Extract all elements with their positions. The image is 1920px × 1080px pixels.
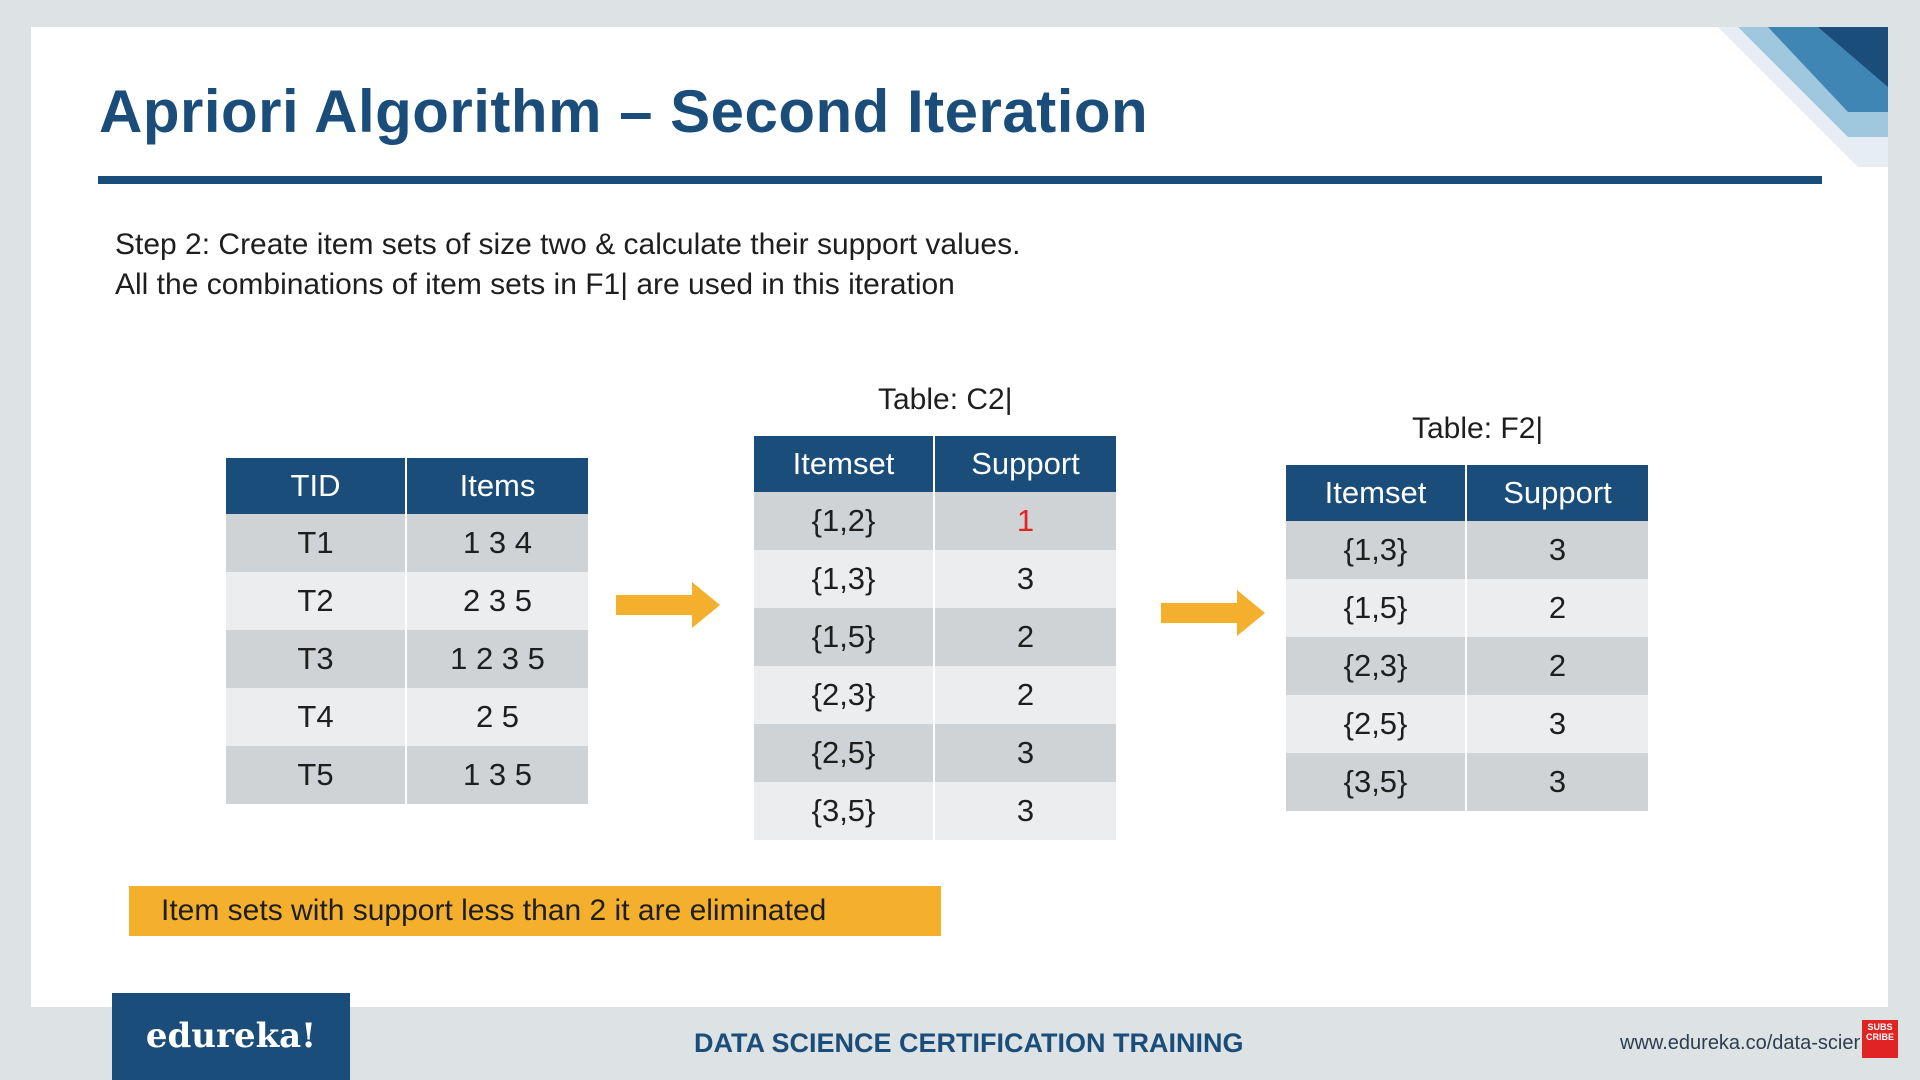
table-row: {1,3} 3 xyxy=(1286,521,1648,579)
table-row: {2,5} 3 xyxy=(754,724,1116,782)
table-row: T3 1 2 3 5 xyxy=(226,630,588,688)
step-line-2: All the combinations of item sets in F1|… xyxy=(115,268,955,301)
table-row: T2 2 3 5 xyxy=(226,572,588,630)
cell-itemset: {2,3} xyxy=(754,666,935,724)
right-arrow-icon xyxy=(616,582,720,628)
elimination-note: Item sets with support less than 2 it ar… xyxy=(129,886,941,936)
cell-support: 3 xyxy=(1466,753,1648,811)
table-row: {2,3} 2 xyxy=(754,666,1116,724)
cell-support: 2 xyxy=(934,608,1116,666)
cell-support: 3 xyxy=(1466,695,1648,753)
cell-support: 2 xyxy=(1466,579,1648,637)
page-title: Apriori Algorithm – Second Iteration xyxy=(99,78,1149,145)
cell-tid: T3 xyxy=(226,630,407,688)
cell-itemset: {3,5} xyxy=(1286,753,1467,811)
slide: Apriori Algorithm – Second Iteration Ste… xyxy=(31,27,1888,1007)
table-f2-caption: Table: F2| xyxy=(1412,412,1544,445)
table-row: {1,5} 2 xyxy=(754,608,1116,666)
step-description: Step 2: Create item sets of size two & c… xyxy=(115,225,1020,305)
cell-tid: T1 xyxy=(226,514,407,572)
cell-itemset: {3,5} xyxy=(754,782,935,840)
f2-table: Itemset Support {1,3} 3 {1,5} 2 {2,3} 2 {2,… xyxy=(1286,465,1648,811)
edureka-logo[interactable]: edureka! xyxy=(112,993,350,1080)
cell-support: 2 xyxy=(934,666,1116,724)
cell-support-eliminated: 1 xyxy=(934,492,1116,550)
footer-url-link[interactable]: www.edureka.co/data-science xyxy=(1620,1032,1860,1054)
c2-table: Itemset Support {1,2} 1 {1,3} 3 {1,5} 2 {2,… xyxy=(754,436,1116,840)
cell-itemset: {1,3} xyxy=(1286,521,1467,579)
table-header-row: TID Items xyxy=(226,458,588,514)
course-name: DATA SCIENCE CERTIFICATION TRAINING xyxy=(694,1028,1244,1058)
table-row: T4 2 5 xyxy=(226,688,588,746)
cell-support: 2 xyxy=(1466,637,1648,695)
table-header-row: Itemset Support xyxy=(1286,465,1648,521)
table-row: {1,2} 1 xyxy=(754,492,1116,550)
cell-support: 3 xyxy=(934,724,1116,782)
cell-tid: T2 xyxy=(226,572,407,630)
cell-itemset: {2,5} xyxy=(754,724,935,782)
column-header-support: Support xyxy=(1466,465,1648,521)
step-line-1: Step 2: Create item sets of size two & c… xyxy=(115,228,1021,261)
cell-itemset: {2,5} xyxy=(1286,695,1467,753)
table-row: {2,3} 2 xyxy=(1286,637,1648,695)
column-header-itemset: Itemset xyxy=(754,436,935,492)
cell-itemset: {1,5} xyxy=(1286,579,1467,637)
table-row: {1,5} 2 xyxy=(1286,579,1648,637)
table-c2-caption: Table: C2| xyxy=(878,383,1013,416)
cell-tid: T5 xyxy=(226,746,407,804)
transactions-table: TID Items T1 1 3 4 T2 2 3 5 T3 1 2 3 5 T4 2 … xyxy=(226,458,588,804)
cell-tid: T4 xyxy=(226,688,407,746)
table-row: {2,5} 3 xyxy=(1286,695,1648,753)
cell-itemset: {1,2} xyxy=(754,492,935,550)
cell-items: 1 3 5 xyxy=(406,746,588,804)
cell-items: 2 5 xyxy=(406,688,588,746)
table-row: T5 1 3 5 xyxy=(226,746,588,804)
cell-items: 2 3 5 xyxy=(406,572,588,630)
table-row: T1 1 3 4 xyxy=(226,514,588,572)
cell-itemset: {2,3} xyxy=(1286,637,1467,695)
column-header-tid: TID xyxy=(226,458,407,514)
table-row: {3,5} 3 xyxy=(754,782,1116,840)
table-row: {3,5} 3 xyxy=(1286,753,1648,811)
subscribe-icon[interactable]: SUBS CRIBE xyxy=(1862,1020,1898,1058)
column-header-support: Support xyxy=(934,436,1116,492)
cell-support: 3 xyxy=(934,550,1116,608)
cell-items: 1 2 3 5 xyxy=(406,630,588,688)
corner-decoration xyxy=(1718,27,1888,167)
cell-items: 1 3 4 xyxy=(406,514,588,572)
table-header-row: Itemset Support xyxy=(754,436,1116,492)
cell-itemset: {1,3} xyxy=(754,550,935,608)
cell-support: 3 xyxy=(1466,521,1648,579)
cell-itemset: {1,5} xyxy=(754,608,935,666)
title-divider xyxy=(98,176,1822,184)
right-arrow-icon xyxy=(1161,590,1265,636)
column-header-items: Items xyxy=(406,458,588,514)
cell-support: 3 xyxy=(934,782,1116,840)
column-header-itemset: Itemset xyxy=(1286,465,1467,521)
table-row: {1,3} 3 xyxy=(754,550,1116,608)
